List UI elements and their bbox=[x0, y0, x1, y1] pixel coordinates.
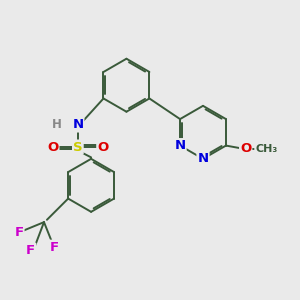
Text: F: F bbox=[50, 241, 59, 254]
Text: O: O bbox=[240, 142, 251, 155]
Text: N: N bbox=[197, 152, 208, 165]
Text: O: O bbox=[47, 141, 58, 154]
Text: S: S bbox=[73, 141, 83, 154]
Text: N: N bbox=[72, 118, 83, 131]
Text: F: F bbox=[14, 226, 23, 239]
Text: CH₃: CH₃ bbox=[255, 143, 278, 154]
Text: F: F bbox=[26, 244, 35, 256]
Text: N: N bbox=[175, 139, 186, 152]
Text: O: O bbox=[97, 141, 109, 154]
Text: H: H bbox=[52, 118, 62, 131]
